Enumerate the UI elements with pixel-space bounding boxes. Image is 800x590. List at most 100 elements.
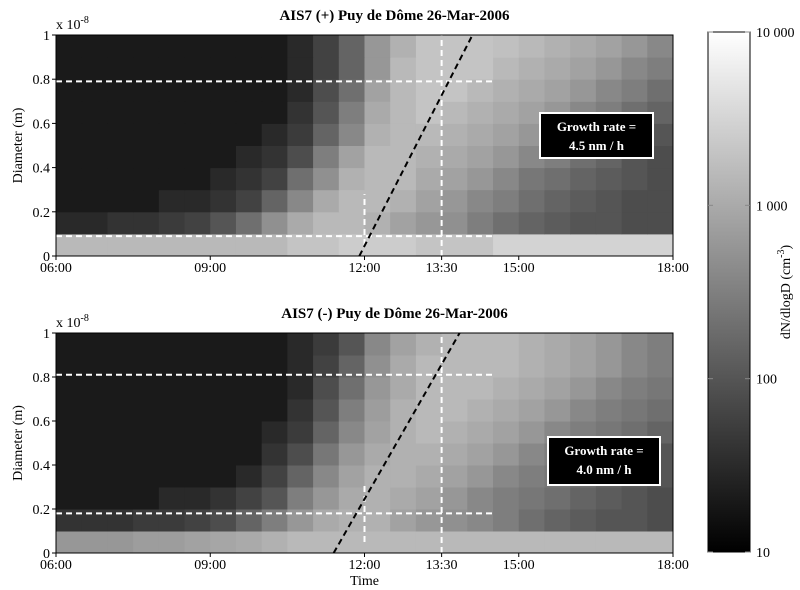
heat-cell [595,355,623,378]
heat-cell [493,233,520,257]
heat-cell [261,123,288,146]
heat-cell [158,167,186,191]
heat-cell [415,509,443,532]
heat-cell [338,333,365,356]
heat-cell [493,355,520,378]
heat-cell [338,465,365,488]
guide-line [358,34,474,257]
heat-cell [415,35,443,58]
heat-cell [81,57,108,80]
heat-cell [210,123,237,146]
heat-cell [415,211,443,235]
heat-cell [544,377,571,400]
heat-cell [287,189,314,213]
heat-cell [261,233,288,257]
heat-cell [570,79,597,102]
heat-cell [313,443,340,466]
heat-cell [287,333,314,356]
heat-cell [81,79,108,102]
heat-cell [415,487,443,510]
heat-cell [390,189,417,213]
heat-cell [133,333,160,356]
heat-cell [313,79,340,102]
heat-cell [493,465,520,488]
heat-cell [235,233,263,257]
heat-cell [647,57,674,80]
heat-cell [287,57,314,80]
heat-cell [210,333,237,356]
heat-cell [544,189,571,213]
heat-cell [184,189,211,213]
x-tick-label: 15:00 [503,261,535,276]
heat-cell [493,145,520,169]
heat-cell [235,123,263,146]
heat-cell [338,123,365,146]
heat-cell [107,377,134,400]
heat-cell [570,57,597,80]
heat-cell [158,399,186,422]
heat-cell [107,35,134,58]
heat-cell [493,509,520,532]
heat-cell [56,35,83,58]
heat-cell [235,189,263,213]
heat-cell [441,333,468,356]
heat-cell [518,465,545,488]
heat-cell [287,487,314,510]
heat-cell [595,35,623,58]
heat-cell [261,79,288,102]
heat-cell [287,443,314,466]
heat-cell [518,443,545,466]
heat-cell [158,101,186,124]
heat-cell [493,167,520,191]
heat-cell [158,233,186,257]
heat-cell [338,189,365,213]
heat-cell [56,421,83,444]
heat-cell [235,509,263,532]
heat-cell [313,509,340,532]
heat-cell [415,443,443,466]
y-tick-label: 0.6 [33,415,51,430]
x-tick-label: 06:00 [40,261,72,276]
y-scale-base: x 10 [56,18,81,33]
heat-cell [467,465,494,488]
heat-cell [467,355,494,378]
heat-cell [364,509,391,532]
y-scale-exponent: -8 [81,15,89,26]
heat-cell [158,333,186,356]
y-tick-label: 0.2 [33,503,51,518]
heat-cell [493,189,520,213]
heat-cell [313,101,340,124]
heat-cell [210,101,237,124]
heat-cell [313,421,340,444]
heat-cell [518,333,545,356]
heat-cell [133,355,160,378]
heat-cell [493,79,520,102]
heat-cell [621,79,648,102]
heat-cell [518,35,545,58]
heat-cell [261,167,288,191]
heat-cell [364,377,391,400]
heat-cell [133,79,160,102]
colorbar-label-exponent: -3 [776,250,787,258]
heat-cell [235,465,263,488]
x-tick-label: 12:00 [349,261,381,276]
heat-cell [107,399,134,422]
heat-cell [595,233,623,257]
heat-cell [441,531,468,554]
heat-cell [313,333,340,356]
heat-cell [621,509,648,532]
heat-cell [287,145,314,169]
heat-cell [390,531,417,554]
heat-cell [390,35,417,58]
heat-cell [107,145,134,169]
heat-cell [493,35,520,58]
heat-cell [81,211,108,235]
heat-cell [595,79,623,102]
heat-cell [518,233,545,257]
heat-cell [493,487,520,510]
heat-cell [235,487,263,510]
heat-cell [210,487,237,510]
heat-cell [390,79,417,102]
heat-cell [184,421,211,444]
heat-cell [621,211,648,235]
